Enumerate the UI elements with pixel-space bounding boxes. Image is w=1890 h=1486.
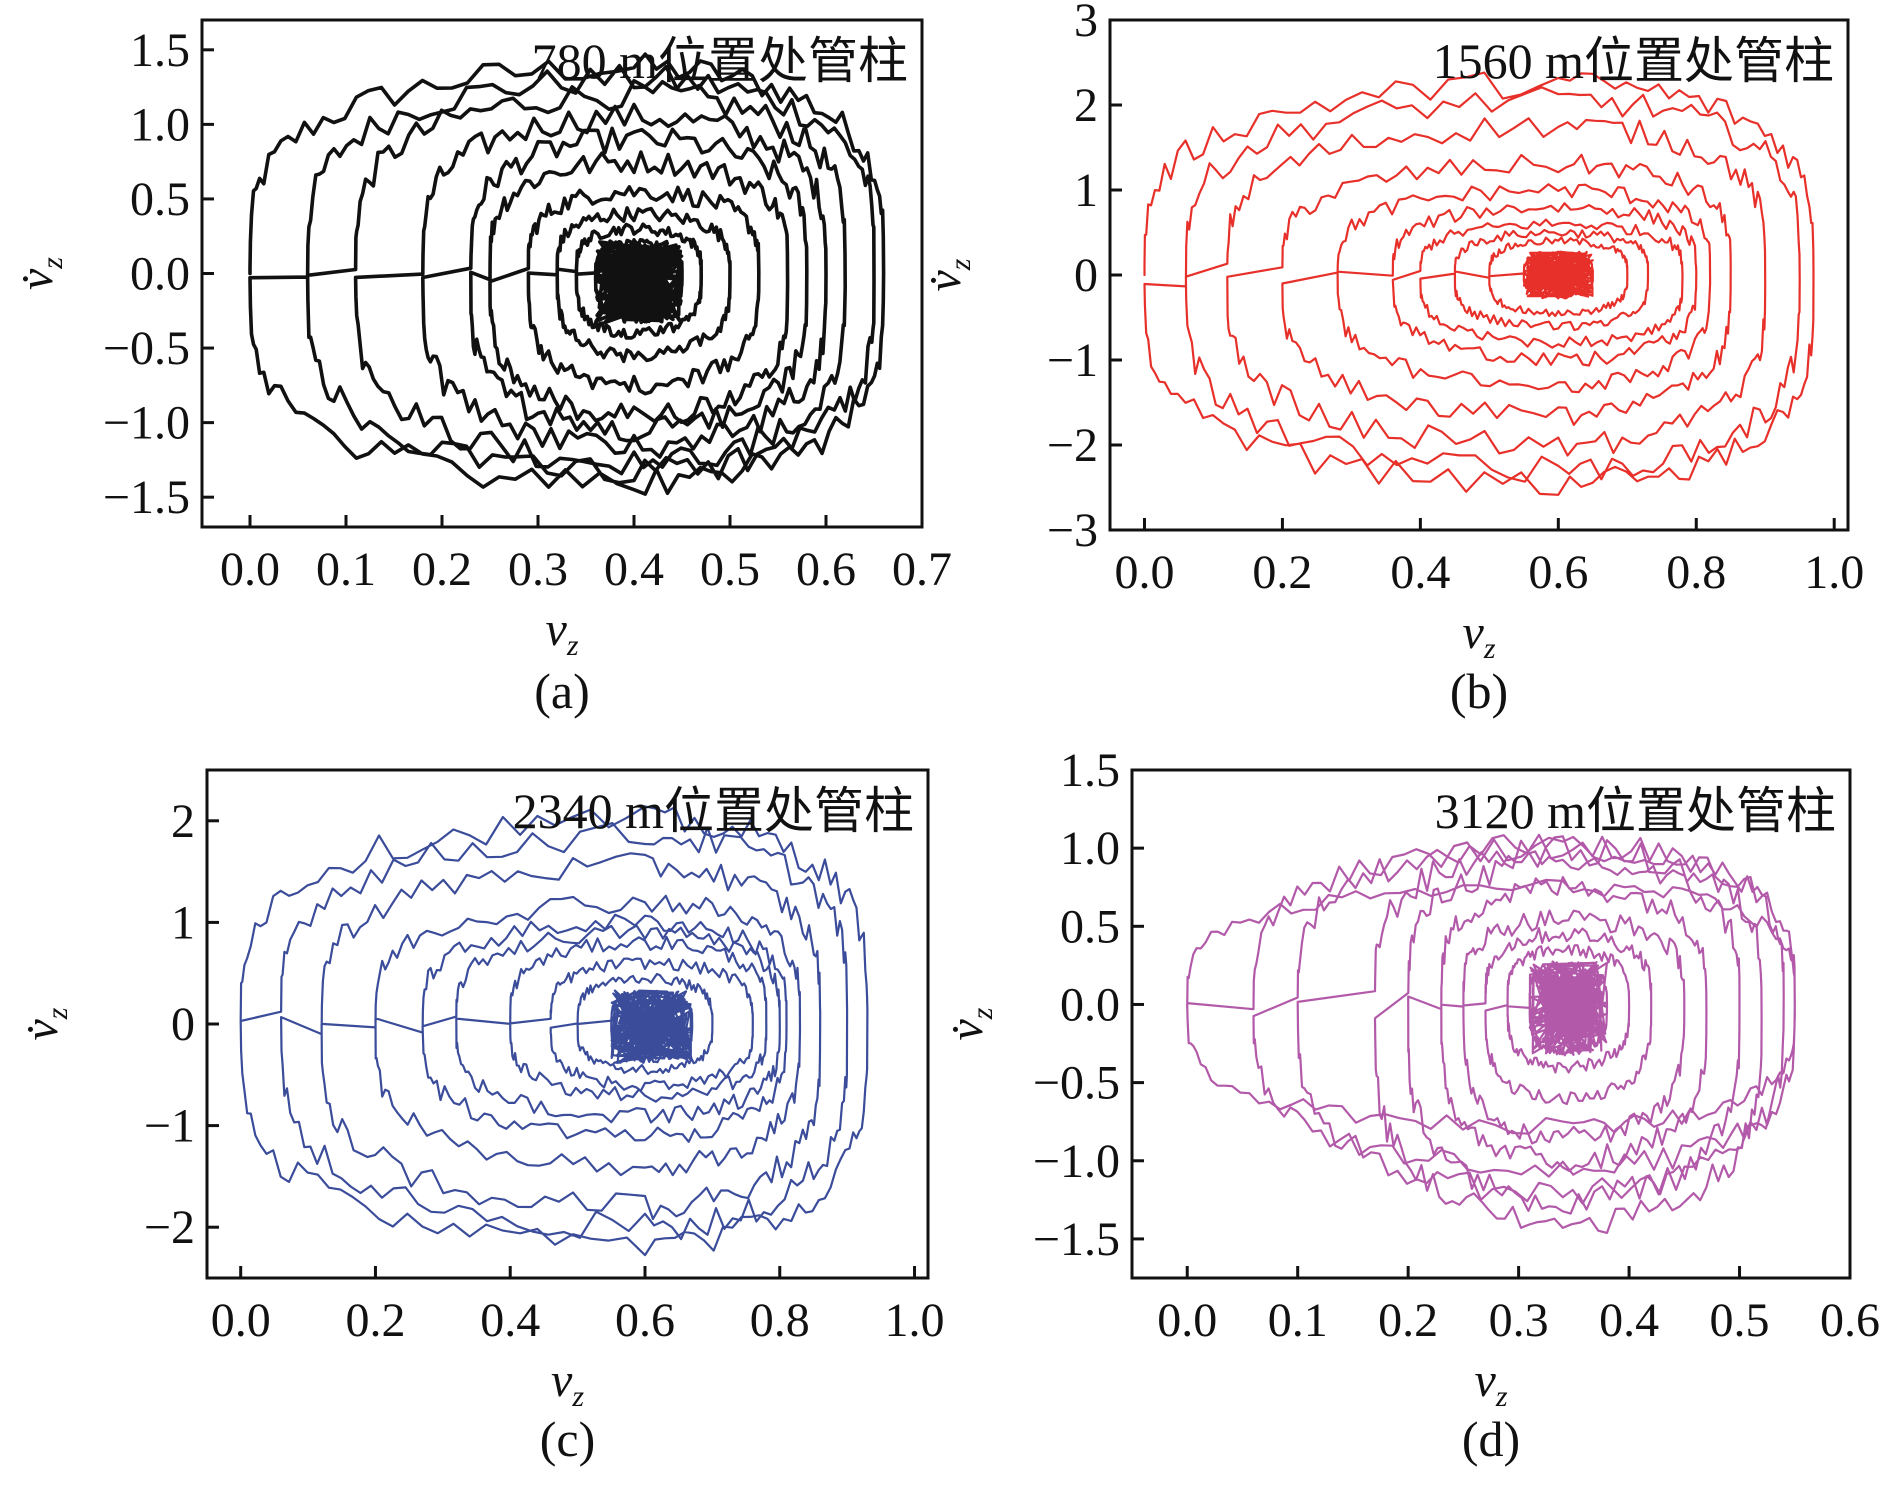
x-tick-label: 0.7: [892, 543, 952, 596]
x-tick-label: 0.4: [1599, 1294, 1659, 1347]
phase-trajectory: [239, 805, 869, 1257]
x-axis-label-subscript: z: [571, 1380, 584, 1413]
x-axis-label: vz: [546, 603, 579, 662]
y-axis-label: v̇z: [10, 257, 69, 290]
x-tick-label: 0.1: [316, 543, 376, 596]
panel-b: 0.0 0.2 0.4 0.6 0.8 1.0 3 2 1 0 −1 −2 −3 1560 m位置处管柱 v…: [918, 0, 1864, 719]
x-tick-label: 0.3: [508, 543, 568, 596]
x-tick-label: 0.0: [211, 1294, 271, 1347]
y-tick-label: 2: [1074, 79, 1098, 132]
x-axis-label-subscript: z: [566, 629, 579, 662]
y-tick-label: 1.0: [1060, 822, 1120, 875]
y-tick-label: 2: [171, 795, 195, 848]
panel-title: 3120 m位置处管柱: [1435, 783, 1836, 839]
x-tick-label: 0.8: [750, 1294, 810, 1347]
y-tick-label: −3: [1047, 504, 1098, 557]
plot-area: [248, 52, 886, 496]
y-tick-label: −1.5: [1033, 1213, 1120, 1266]
y-axis-label-subscript: z: [966, 1007, 999, 1020]
x-tick-label: 0.2: [412, 543, 472, 596]
y-tick-label: −2: [1047, 419, 1098, 472]
x-tick-label: 0.8: [1666, 546, 1726, 599]
x-axis-label: vz: [551, 1354, 584, 1413]
y-axis-label-subscript: z: [944, 258, 977, 271]
y-tick-label: −0.5: [1033, 1057, 1120, 1110]
plot-area: [1186, 833, 1796, 1234]
x-tick-label: 0.6: [615, 1294, 675, 1347]
phase-trajectory: [248, 52, 886, 496]
x-axis-label-subscript: z: [1483, 632, 1496, 665]
x-tick-label: 0.0: [1157, 1294, 1217, 1347]
y-tick-label: 1.5: [1060, 744, 1120, 797]
y-tick-label: 0.5: [1060, 900, 1120, 953]
y-tick-label: 3: [1074, 0, 1098, 47]
x-tick-label: 0.5: [700, 543, 760, 596]
x-tick-label: 0.6: [1820, 1294, 1880, 1347]
x-tick-label: 0.4: [1390, 546, 1450, 599]
panel-d: 0.0 0.1 0.2 0.3 0.4 0.5 0.6 1.5 1.0 0.5 0.0 −0.5 −1.…: [940, 744, 1880, 1467]
phase-trajectory: [1143, 71, 1815, 496]
y-tick-label: 1: [1074, 164, 1098, 217]
y-tick-label: −1.0: [1033, 1135, 1120, 1188]
panel-a: 0.0 0.1 0.2 0.3 0.4 0.5 0.6 0.7 1.5 1.0 0.5 0.0 −0.5…: [10, 18, 952, 719]
y-axis-label: v̇z: [15, 1007, 74, 1040]
x-axis-label-subscript: z: [1495, 1380, 1508, 1413]
x-tick-label: 1.0: [1804, 546, 1864, 599]
x-tick-label: 0.4: [480, 1294, 540, 1347]
panel-caption: (b): [1450, 663, 1508, 719]
x-tick-label: 1.0: [885, 1294, 945, 1347]
x-tick-label: 0.5: [1710, 1294, 1770, 1347]
y-tick-label: −0.5: [103, 322, 190, 375]
x-tick-label: 0.6: [1528, 546, 1588, 599]
x-tick-label: 0.2: [345, 1294, 405, 1347]
x-tick-label: 0.4: [604, 543, 664, 596]
y-tick-label: 0.0: [1060, 978, 1120, 1031]
phase-trajectory: [1186, 833, 1796, 1234]
y-tick-label: −1: [1047, 334, 1098, 387]
x-axis-label: vz: [1475, 1354, 1508, 1413]
x-tick-label: 0.2: [1252, 546, 1312, 599]
x-tick-label: 0.6: [796, 543, 856, 596]
y-tick-label: 1.5: [130, 24, 190, 77]
y-axis-label-subscript: z: [36, 257, 69, 270]
x-tick-label: 0.0: [220, 543, 280, 596]
x-tick-label: 0.1: [1268, 1294, 1328, 1347]
panel-caption: (c): [540, 1411, 596, 1467]
plot-frame: [1130, 768, 1852, 1280]
y-tick-label: 0: [171, 998, 195, 1051]
plot-area: [1143, 71, 1815, 496]
y-axis-label: v̇z: [940, 1007, 999, 1040]
x-axis-label: vz: [1463, 606, 1496, 665]
y-tick-label: −1: [144, 1100, 195, 1153]
y-tick-label: −2: [144, 1201, 195, 1254]
panel-c: 0.0 0.2 0.4 0.6 0.8 1.0 2 1 0 −1 −2 2340 m位置处管柱 vz v̇…: [15, 768, 945, 1467]
y-axis-label-subscript: z: [41, 1007, 74, 1020]
y-tick-label: 0: [1074, 249, 1098, 302]
y-tick-label: 0.0: [130, 248, 190, 301]
y-axis-label: v̇z: [918, 258, 977, 291]
x-tick-label: 0.2: [1378, 1294, 1438, 1347]
panel-caption: (d): [1462, 1411, 1520, 1467]
panel-title: 2340 m位置处管柱: [513, 783, 914, 839]
plot-area: [239, 805, 869, 1257]
x-tick-label: 0.0: [1114, 546, 1174, 599]
x-tick-label: 0.3: [1489, 1294, 1549, 1347]
y-tick-label: −1.0: [103, 397, 190, 450]
y-tick-label: 0.5: [130, 173, 190, 226]
y-tick-label: −1.5: [103, 471, 190, 524]
panel-title: 780 m位置处管柱: [532, 33, 908, 89]
panel-title: 1560 m位置处管柱: [1433, 33, 1834, 89]
panel-caption: (a): [534, 663, 590, 719]
y-tick-label: 1.0: [130, 98, 190, 151]
y-tick-label: 1: [171, 896, 195, 949]
